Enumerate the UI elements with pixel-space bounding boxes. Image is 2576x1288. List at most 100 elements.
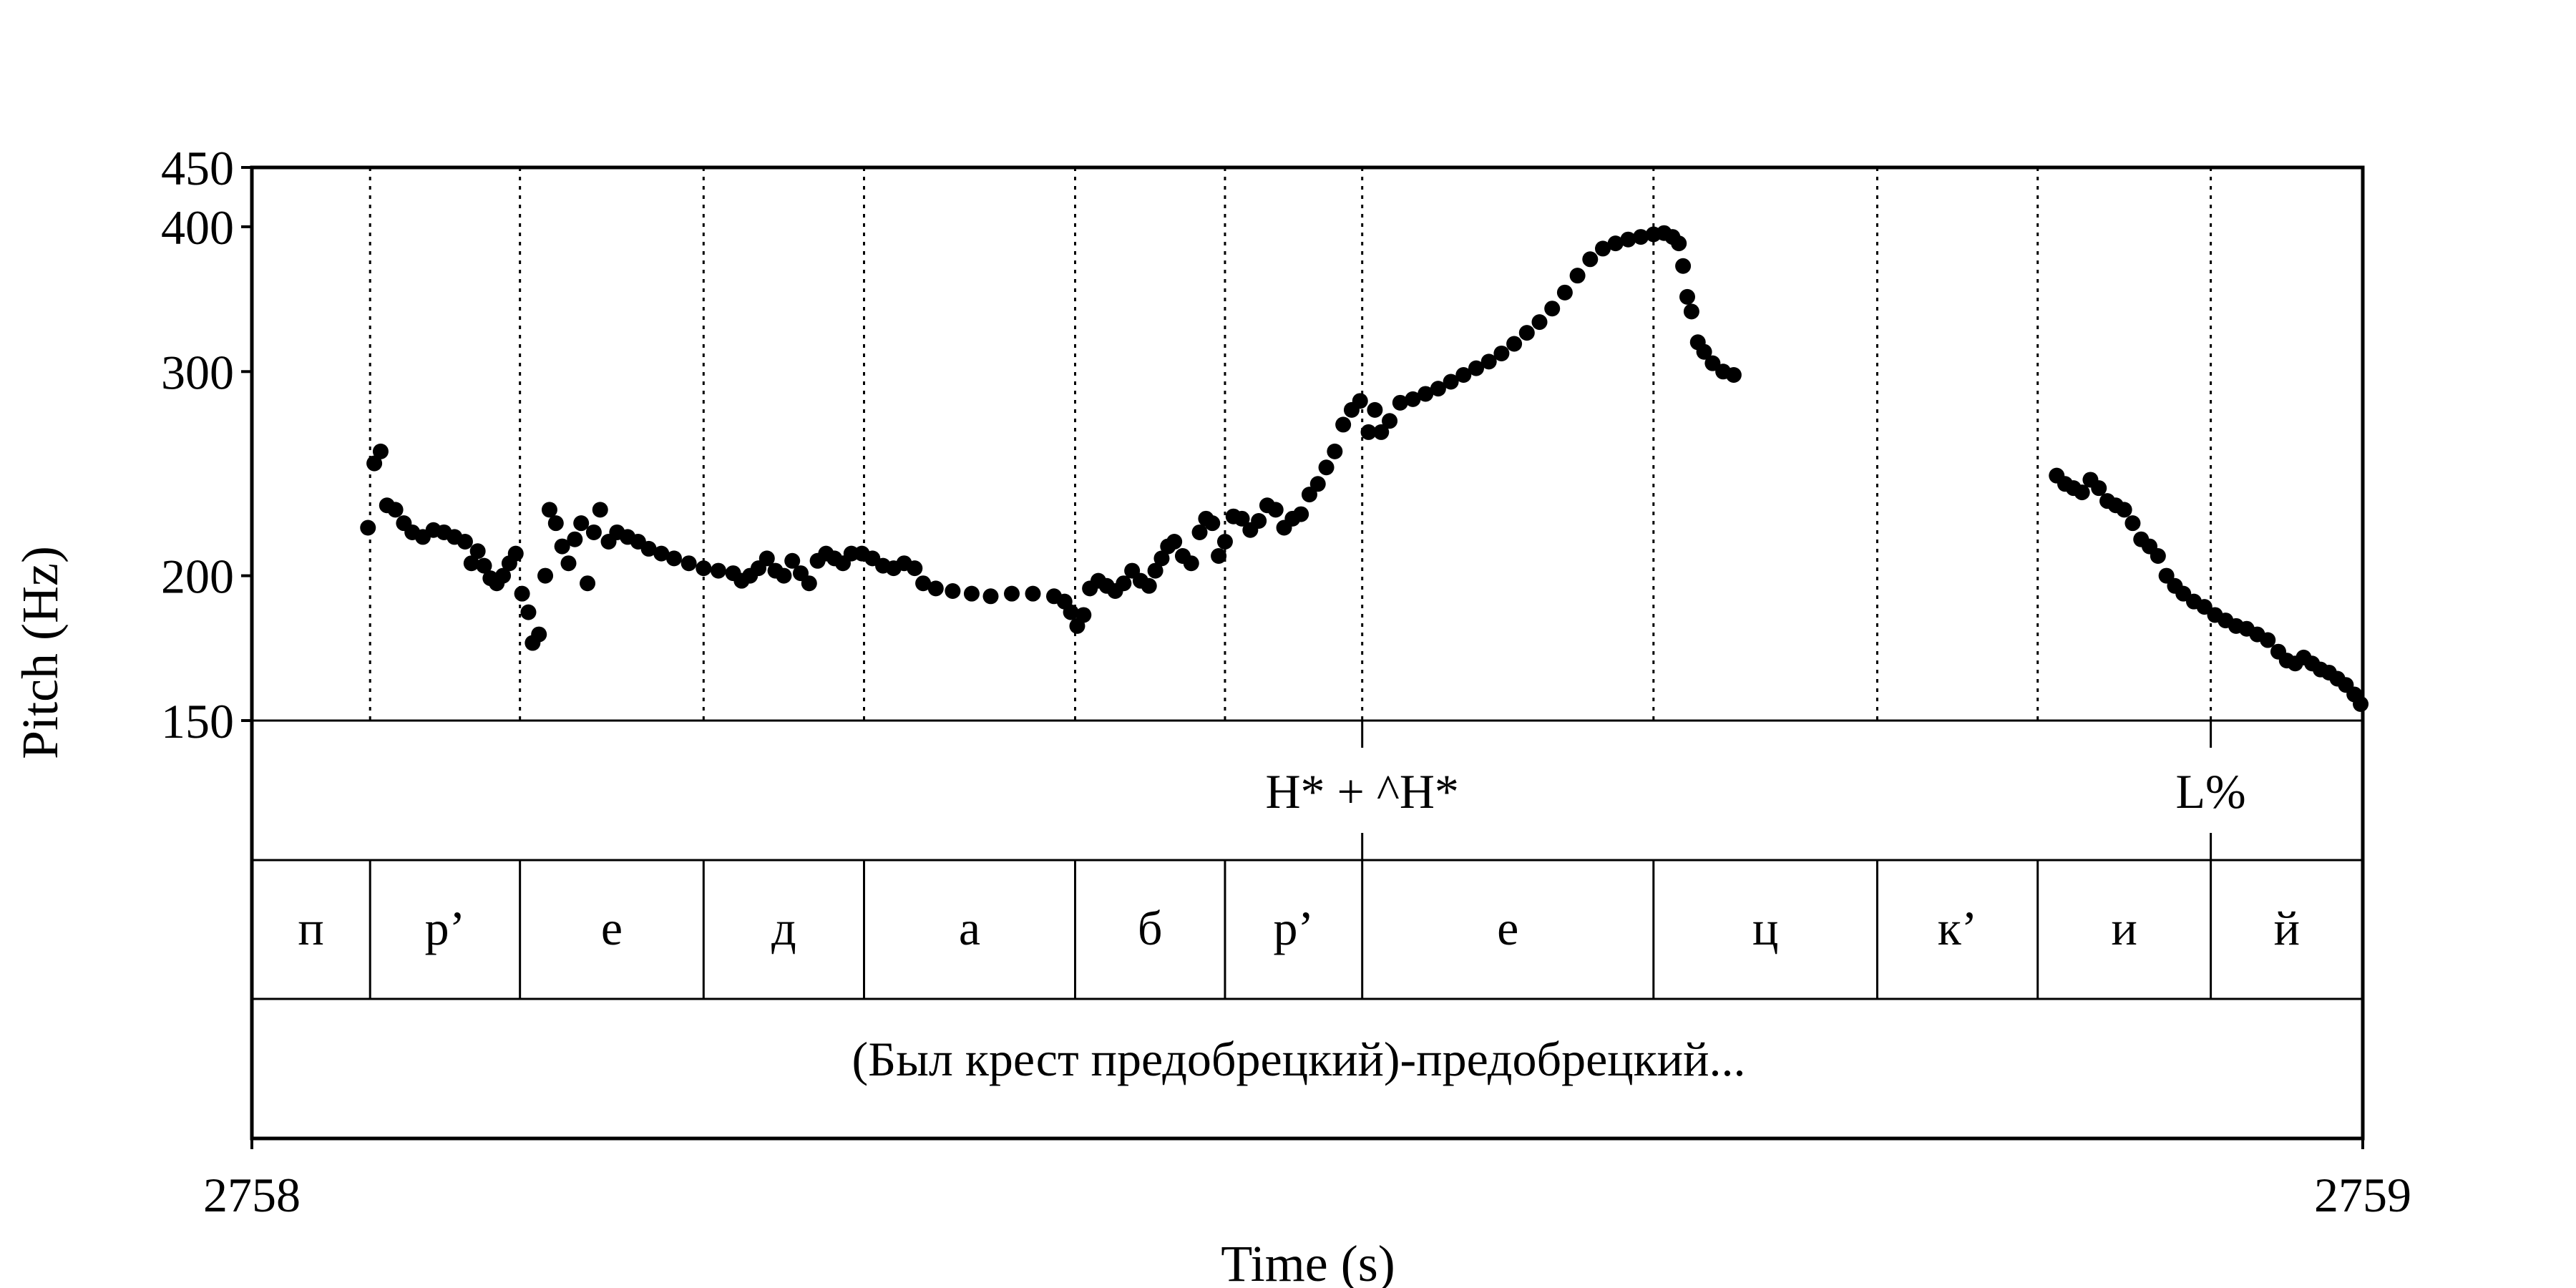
phrase-text: (Был крест предобрецкий)-предобрецкий... [852,1032,1746,1086]
pitch-point [520,604,537,620]
pitch-point [1671,235,1687,252]
pitch-point [2074,484,2090,501]
pitch-point [1633,229,1649,245]
pitch-point [580,575,596,592]
pitch-point [907,560,923,577]
pitch-point [1569,268,1586,284]
tone-label: L% [2176,764,2246,819]
x-axis-title: Time (s) [1221,1235,1395,1288]
pitch-point [1544,301,1561,317]
pitch-point [1301,487,1317,503]
pitch-point [372,443,389,459]
pitch-point [457,533,473,550]
pitch-point [776,567,792,584]
pitch-point [915,575,932,592]
tone-label: H* + ^H* [1265,764,1458,819]
segment-label: й [2274,901,2300,955]
pitch-point [1063,604,1079,620]
pitch-point [1191,524,1208,540]
segment-label: д [771,901,796,955]
segment-label: е [1497,901,1518,955]
pitch-point [1309,476,1326,492]
pitch-point [1620,231,1636,248]
pitch-point [927,580,944,597]
pitch-point [1443,374,1459,390]
pitch-point [653,545,670,562]
pitch-point [1704,355,1721,371]
pitch-point [1352,393,1368,409]
pitch-point [680,555,697,572]
pitch-point [1360,424,1377,440]
pitch-point [710,562,726,579]
pitch-point [514,585,530,602]
pitch-point [1267,502,1284,518]
pitch-point [758,550,775,567]
pitch-point [784,552,801,569]
segment-label: и [2111,901,2137,955]
pitch-point [1147,562,1163,579]
segment-label: ц [1752,901,1778,955]
pitch-point [1373,424,1390,440]
pitch-point [476,557,492,574]
plot-frame [250,165,2365,1141]
y-tick-label: 200 [161,550,234,604]
pitch-point [982,588,999,605]
pitch-point [507,545,524,562]
pitch-point [554,538,570,555]
pitch-point [1679,288,1695,305]
segment-label: р’ [425,901,466,955]
segment-tier: п р’ е д а б р’ е ц к’ и й [298,860,2300,999]
pitch-point [640,540,657,557]
y-tick-label: 400 [161,200,234,255]
pitch-point [2124,515,2141,532]
pitch-point [696,560,712,577]
pitch-point [1418,386,1434,402]
segment-label: к’ [1938,901,1978,955]
pitch-point [567,531,583,547]
pitch-point [1183,555,1199,572]
pitch-point [2116,502,2132,518]
pitch-point [1455,366,1472,383]
pitch-point [1675,258,1692,274]
pitch-point [963,585,980,602]
pitch-point [1234,510,1250,527]
pitch-point [360,519,376,536]
segment-label: а [959,901,980,955]
pitch-point [1367,401,1383,418]
pitch-point [2260,632,2276,648]
pitch-point [1382,413,1398,429]
pitch-point [1116,575,1132,592]
y-tick-label: 150 [161,694,234,748]
pitch-point [1595,240,1611,257]
pitch-point [573,515,590,532]
pitch-point [1025,585,1041,602]
pitch-point [469,543,486,560]
pitch-point [1318,459,1335,476]
pitch-point [1293,506,1309,522]
pitch-point [1607,235,1624,252]
pitch-point [537,567,554,584]
segment-label: п [298,901,323,955]
pitch-point [1725,366,1742,383]
pitch-point [592,502,608,518]
tone-tier: H* + ^H* L% [1265,721,2246,860]
pitch-points [360,225,2369,712]
pitch-point [1696,343,1712,360]
pitch-point [801,575,817,592]
x-tick-label-end: 2759 [2314,1168,2411,1222]
pitch-point [1683,303,1699,320]
pitch-point [1166,533,1183,550]
pitch-point [1392,394,1408,411]
pitch-point [1493,345,1510,361]
pitch-point [560,555,577,572]
segment-label: е [601,901,623,955]
pitch-point [1430,381,1446,397]
pitch-point [1480,353,1497,370]
pitch-point [1531,314,1548,331]
pitch-point [1468,360,1484,376]
segment-boundary-lines [369,167,2212,721]
pitch-point [1075,607,1092,623]
pitch-point [2353,696,2369,712]
